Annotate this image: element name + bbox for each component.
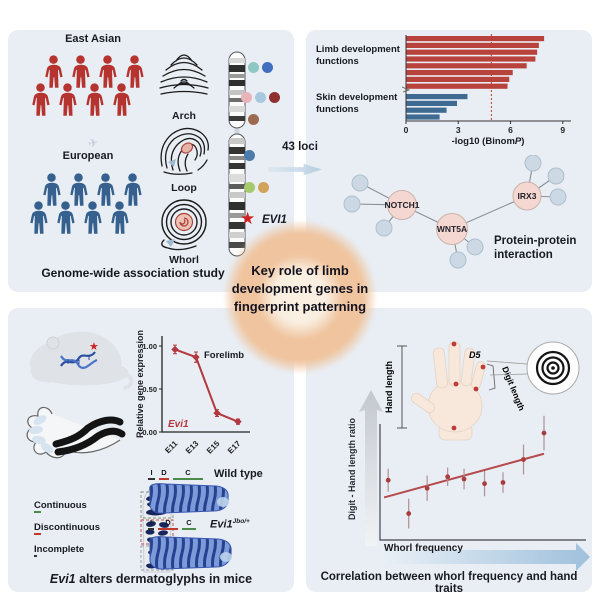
ridge-mark-d: D [158,519,178,530]
svg-text:Evi1: Evi1 [168,419,189,430]
person-icon [32,83,50,116]
hand-length-measure [397,345,407,429]
bar-xaxis-label: -log10 (BinomP) [451,136,525,147]
loci-count-label: 43 loci [282,141,318,153]
ppi-caption: Protein-protein interaction [494,235,577,262]
mutant-label: Evi1Jbo/+ [210,518,250,531]
central-headline: Key role of limb development genes in fi… [231,263,369,314]
person-icon [84,201,102,234]
d5-label: D5 [469,350,481,360]
gwas-title: Genome-wide association study [41,266,225,280]
mouse-panel-title: Evi1 alters dermatoglyphs in mice [49,572,253,586]
ridge-mark-d: D [159,469,169,480]
limb-functions-label: Limb development functions [316,44,400,67]
hand-measurement-figure: Hand length D5 Digit length [384,341,580,441]
whorl-fingerprint-icon [161,199,207,251]
arch-fingerprint-icon [159,54,209,95]
east-asian-crowd-icon [32,55,145,117]
arch-label: Arch [172,110,196,122]
irx3-node [512,181,542,211]
svg-text:E11: E11 [163,439,180,456]
mutation-star-icon: ★ [89,341,99,353]
person-icon [111,201,129,234]
person-icon [86,83,104,116]
x-axis-arrow [382,543,590,571]
svg-text:E15: E15 [205,439,222,456]
correlation-scatter-plot [359,390,590,571]
y-axis-arrow [359,390,383,546]
svg-text:9: 9 [560,125,565,135]
ridge-legend-item: Incomplete [34,544,85,557]
skin-functions-label: Skin development functions [316,92,398,115]
dna-icon [60,351,98,369]
locus-dot-row [248,114,259,125]
ridge-mark-i: I [148,519,154,530]
loop-label: Loop [171,182,197,194]
european-crowd-icon [30,173,143,235]
whorl-frequency-label: Whorl frequency [384,543,463,554]
person-icon [59,83,77,116]
svg-text:0: 0 [404,125,409,135]
panel-hand-traits: Hand length D5 Digit length [306,308,592,595]
svg-text:E17: E17 [226,439,243,456]
loci-arrow-icon [268,163,322,176]
svg-text:6: 6 [508,125,513,135]
plane-icon: ✈ [86,135,100,151]
center-ring-graphic [224,221,376,373]
svg-text:0.50: 0.50 [142,385,157,394]
svg-text:3: 3 [456,125,461,135]
hand-icon [411,341,486,441]
whorl-label: Whorl [169,254,199,266]
wildtype-pad-image [149,483,229,514]
panel-gwas: East Asian ✈ European Arch [8,30,294,292]
irx3-label: IRX3 [518,191,537,201]
ridge-mark-c: C [173,469,203,480]
person-icon [30,201,48,234]
loop-fingerprint-icon [160,127,209,175]
ridge-mark-i: I [148,469,155,480]
svg-text:1.00: 1.00 [142,342,157,351]
ridge-mark-c: C [182,519,196,530]
wnt5a-node [436,213,468,245]
mouse-paw-skeleton-icon [26,406,126,459]
locus-dot-row [241,92,280,103]
enrichment-bar-chart: 0 3 6 9 [401,34,571,135]
hand-panel-title: Correlation between whorl frequency and … [320,571,578,595]
ridge-legend-item: Discontinuous [34,522,100,535]
mutant-pad-image [149,536,232,570]
wnt5a-label: WNT5A [437,224,467,234]
svg-text:Forelimb: Forelimb [204,350,244,361]
locus-dot-row [244,150,255,161]
whorl-zoom-icon [526,341,580,395]
svg-text:0.00: 0.00 [142,428,157,437]
person-icon [113,83,131,116]
european-label: European [62,150,114,162]
locus-dot-row [244,182,269,193]
ridge-legend-item: Continuous [34,500,87,513]
chromosome-ideogram [228,51,246,257]
landmark-dots [451,341,486,431]
ridge-type-legend: Continuous Discontinuous Incomplete [34,500,100,566]
notch1-label: NOTCH1 [385,200,420,210]
interactor-nodes [343,155,567,269]
expression-line-chart: 0.00 0.50 1.00 E11 E13 E15 E17 Forelimb Evi1 [142,336,250,456]
locus-dot-row [248,62,273,73]
panel-mouse-dermatoglyphs: ★ Relative gene expression 0.00 0.50 1.00 E… [8,308,294,592]
ppi-network: NOTCH1 WNT5A IRX3 [343,155,567,269]
hand-length-label: Hand length [384,361,394,413]
east-asian-label: East Asian [65,33,121,45]
notch1-node [387,190,417,220]
digit-length-bracket [486,363,496,391]
evi1-star-icon: ★ [240,209,256,228]
svg-text:E13: E13 [184,439,201,456]
wildtype-label: Wild type [214,468,263,480]
mouse-icon: ★ [29,331,133,390]
person-icon [57,201,75,234]
